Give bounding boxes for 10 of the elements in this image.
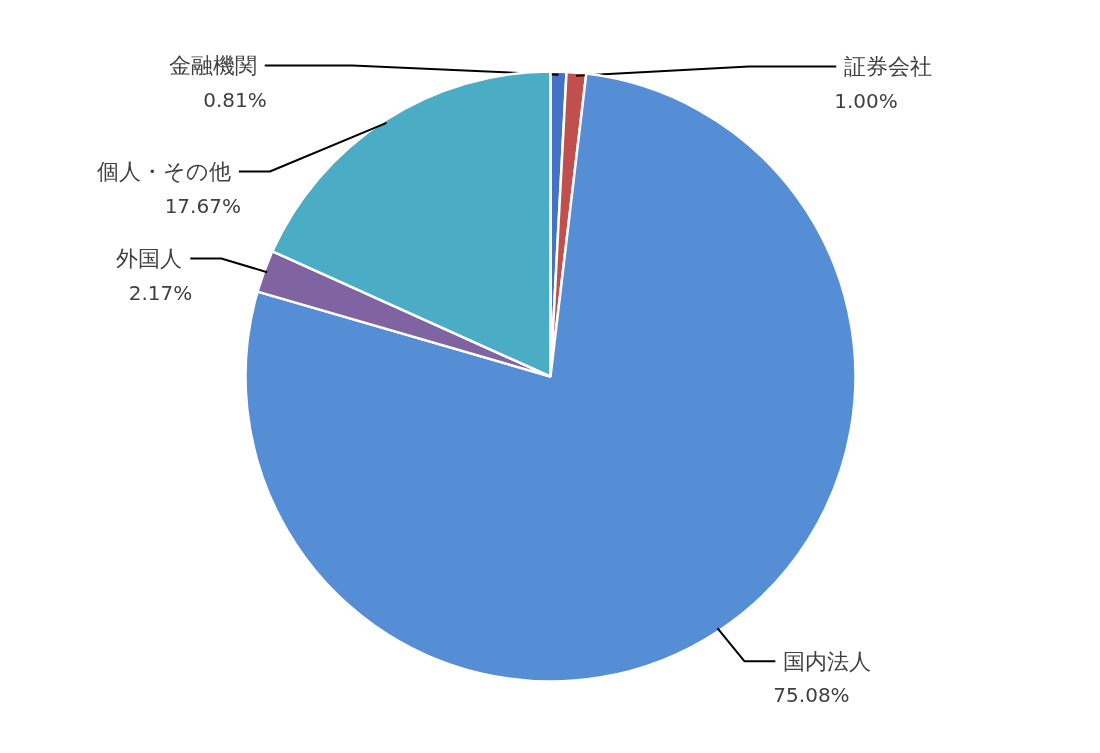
slice-label: 個人・その他 (96, 159, 231, 185)
data-label: 2.17% (128, 280, 193, 305)
data-label: 1.00% (834, 88, 898, 113)
data-label: 17.67% (164, 193, 241, 218)
data-label: 0.81% (203, 87, 267, 112)
slice-label: 金融機関 (168, 53, 257, 79)
slice-label: 国内法人 (783, 648, 872, 674)
slice-label: 外国人 (116, 246, 183, 272)
data-label: 75.08% (773, 683, 850, 708)
slice-label: 証券会社 (844, 54, 933, 80)
